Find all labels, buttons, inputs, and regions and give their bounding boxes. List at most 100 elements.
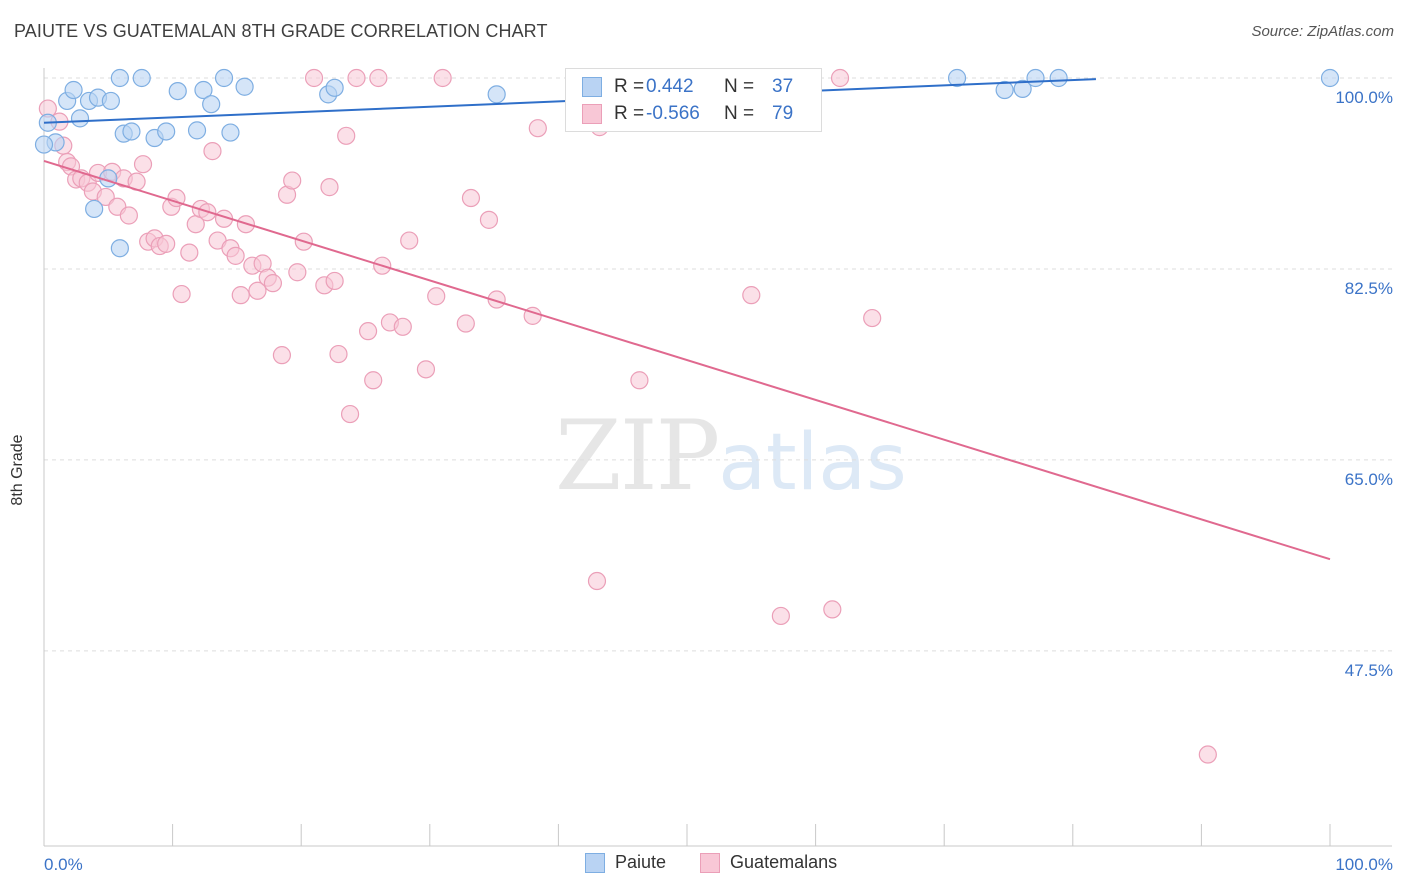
guatemalans-point xyxy=(393,317,412,336)
guatemalans-point xyxy=(479,210,499,229)
guatemalans-point xyxy=(347,68,366,88)
r-label: R = xyxy=(614,76,645,97)
guatemalans-point xyxy=(263,274,283,293)
guatemalans-point xyxy=(133,155,153,174)
y-tick-label: 82.5% xyxy=(1345,279,1393,298)
guatemalans-point xyxy=(427,287,446,306)
guatemalans-point xyxy=(283,171,302,190)
r-label: R = xyxy=(614,103,645,124)
watermark-atlas: atlas xyxy=(718,418,907,508)
paiute-swatch xyxy=(582,77,602,97)
guatemalans-point xyxy=(320,178,339,197)
guatemalans-point xyxy=(830,68,850,88)
guatemalans-point xyxy=(288,263,307,282)
stats-legend: R = 0.442 N = 37 R = -0.566 N = 79 xyxy=(565,68,822,132)
guatemalans-point xyxy=(433,68,452,88)
tick-labels: 47.5% 65.0% 82.5% 100.0% 0.0% 100.0% xyxy=(44,88,1393,874)
chart-title: PAIUTE VS GUATEMALAN 8TH GRADE CORRELATI… xyxy=(14,21,548,41)
watermark: ZIPatlas xyxy=(555,400,907,512)
guatemalans-point xyxy=(172,284,191,304)
guatemalans-point xyxy=(329,344,348,364)
paiute-point xyxy=(85,199,104,219)
paiute-point xyxy=(325,78,344,97)
guatemalans-swatch xyxy=(700,852,721,873)
legend-label-guatemalans: Guatemalans xyxy=(730,852,838,872)
y-tick-label: 47.5% xyxy=(1345,661,1393,680)
n-label: N = xyxy=(724,103,755,124)
guatemalans-point xyxy=(358,322,378,341)
guatemalans-point xyxy=(400,231,419,250)
guatemalans-point xyxy=(771,606,790,626)
guatemalans-point xyxy=(742,286,761,305)
paiute-point xyxy=(487,85,506,104)
r-value: -0.566 xyxy=(646,103,700,124)
paiute-point xyxy=(64,80,83,100)
x-tick-label: 100.0% xyxy=(1335,855,1393,874)
guatemalans-point xyxy=(248,281,267,300)
guatemalans-point xyxy=(180,243,199,262)
guatemalans-point xyxy=(1198,745,1217,764)
guatemalans-point xyxy=(630,371,649,390)
guatemalans-point xyxy=(863,308,882,328)
source-credit: Source: ZipAtlas.com xyxy=(1251,23,1394,40)
paiute-point xyxy=(110,239,129,258)
guatemalans-point xyxy=(231,286,250,305)
guatemalans-point xyxy=(461,188,481,208)
guatemalans-point xyxy=(823,600,842,619)
paiute-swatch xyxy=(585,852,605,873)
guatemalans-point xyxy=(587,571,607,591)
r-value: 0.442 xyxy=(646,76,694,97)
paiute-point xyxy=(1013,79,1032,99)
paiute-point xyxy=(1026,68,1045,88)
paiute-point xyxy=(947,68,967,88)
guatemalans-point xyxy=(157,234,176,253)
paiute-point xyxy=(221,123,240,142)
guatemalans-point xyxy=(96,187,115,207)
n-label: N = xyxy=(724,76,755,97)
legend-row-paiute: R = 0.442 N = 37 xyxy=(582,76,793,98)
guatemalans-point xyxy=(416,360,436,379)
paiute-point xyxy=(34,135,54,154)
paiute-point xyxy=(1320,68,1340,88)
guatemalans-point xyxy=(272,346,292,365)
legend-item-paiute[interactable]: Paiute xyxy=(585,852,666,873)
paiute-point xyxy=(110,68,129,88)
legend-row-guatemalans: R = -0.566 N = 79 xyxy=(582,103,793,125)
guatemalans-point xyxy=(226,246,245,265)
n-value: 37 xyxy=(772,76,794,97)
y-tick-label: 65.0% xyxy=(1345,470,1393,489)
n-value: 79 xyxy=(772,103,794,124)
guatemalans-point xyxy=(528,119,547,138)
watermark-zip: ZIP xyxy=(555,400,720,512)
trend-lines xyxy=(43,78,1331,561)
legend-label-paiute: Paiute xyxy=(615,852,667,872)
legend-item-guatemalans[interactable]: Guatemalans xyxy=(700,852,837,873)
y-tick-label: 100.0% xyxy=(1335,88,1393,107)
paiute-point xyxy=(214,68,234,88)
guatemalans-point xyxy=(369,68,388,88)
paiute-point xyxy=(202,95,221,114)
series-legend: Paiute Guatemalans xyxy=(585,852,871,873)
guatemalans-point xyxy=(364,371,383,390)
paiute-point xyxy=(1049,68,1068,88)
paiute-point xyxy=(235,77,254,96)
paiute-point xyxy=(995,80,1014,100)
paiute-point xyxy=(122,122,141,141)
guatemalans-point xyxy=(119,206,138,225)
paiute-point xyxy=(157,122,176,141)
guatemalans-point xyxy=(325,271,344,291)
paiute-point xyxy=(187,121,207,140)
guatemalans-point xyxy=(456,314,475,333)
guatemalans-trend-line xyxy=(43,159,1331,561)
guatemalans-point xyxy=(337,126,356,145)
guatemalans-point xyxy=(203,142,222,161)
guatemalans-swatch xyxy=(582,104,602,124)
x-tick-label: 0.0% xyxy=(44,855,83,874)
paiute-point xyxy=(168,81,187,101)
paiute-point xyxy=(101,91,120,111)
guatemalans-point xyxy=(340,404,360,424)
guatemalans-points xyxy=(38,68,1217,764)
paiute-point xyxy=(132,68,151,88)
guatemalans-point xyxy=(304,68,324,88)
paiute-point xyxy=(194,80,213,100)
